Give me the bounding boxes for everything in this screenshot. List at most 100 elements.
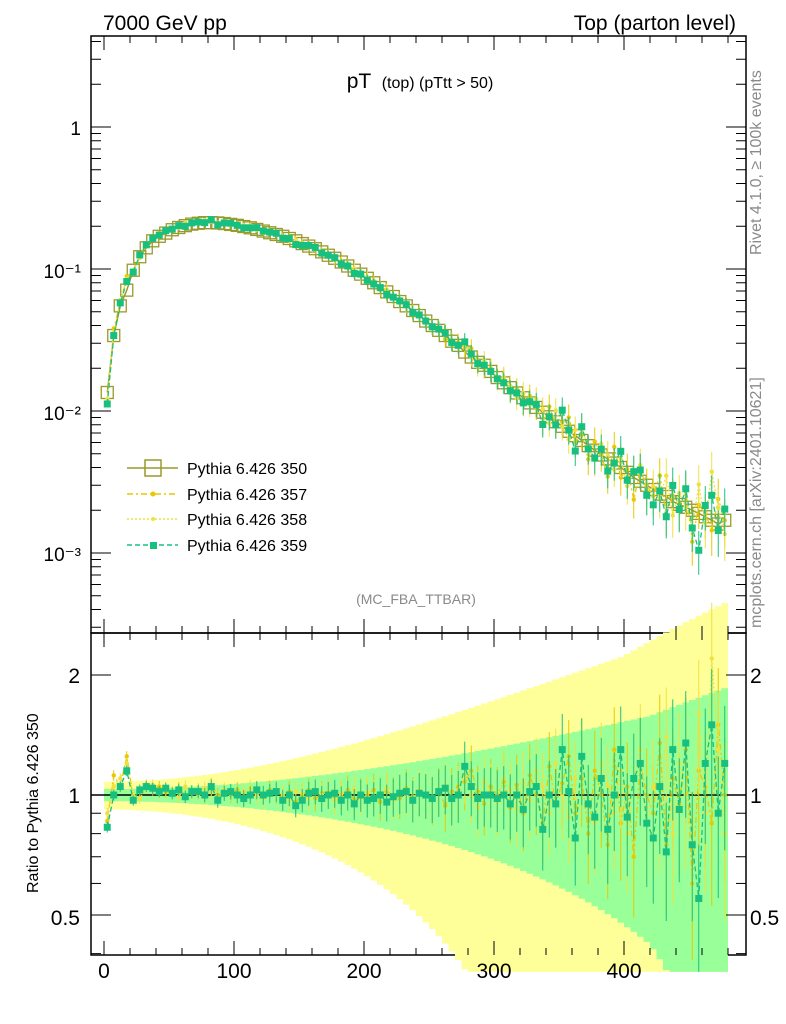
series-358-point <box>696 482 701 487</box>
series-359-point <box>149 234 157 242</box>
series-358-point <box>664 473 669 478</box>
ratio-tick-label-1: 1 <box>68 785 80 808</box>
series-359-ratio-point <box>363 796 371 804</box>
series-359-ratio-point <box>181 793 189 801</box>
series-359-point <box>220 219 228 227</box>
series-359-ratio-point <box>565 788 573 796</box>
series-358-ratio-point <box>664 734 669 739</box>
x-tick-label-100: 100 <box>216 960 251 983</box>
series-359-point <box>110 332 118 340</box>
plot-title-main: pT <box>347 70 372 93</box>
series-359-point <box>519 399 527 407</box>
series-359-ratio-point <box>188 788 196 796</box>
series-359-point <box>181 222 189 230</box>
series-359-ratio-point <box>201 791 209 799</box>
series-359-ratio-point <box>253 786 261 794</box>
series-359-point <box>604 467 612 475</box>
series-359-point <box>662 513 670 521</box>
series-359-ratio-point <box>714 809 722 817</box>
series-359-ratio-point <box>662 848 670 856</box>
series-359-ratio-point <box>584 800 592 808</box>
series-359-point <box>344 262 352 270</box>
data-series <box>100 216 732 972</box>
series-359-point <box>552 421 560 429</box>
legend-label-357: Pythia 6.426 357 <box>187 487 307 504</box>
series-359-ratio-point <box>292 802 300 810</box>
series-358-point <box>553 408 558 413</box>
series-359-ratio-point <box>649 834 657 842</box>
series-359-ratio-point <box>630 774 638 782</box>
ratio-tick-label-0.5: 0.5 <box>51 907 80 930</box>
series-359-ratio-point <box>428 794 436 802</box>
series-359-point <box>266 228 274 236</box>
x-tick-label-400: 400 <box>606 960 641 983</box>
series-359-point <box>480 361 488 369</box>
series-359-ratio-point <box>350 800 358 808</box>
series-358-point <box>540 407 545 412</box>
legend-label-359: Pythia 6.426 359 <box>187 538 307 555</box>
series-359-point <box>142 241 150 249</box>
series-359-point <box>155 231 163 239</box>
series-359-ratio-point <box>162 784 170 792</box>
series-359-ratio-point <box>571 834 579 842</box>
series-358-ratio-point <box>183 784 188 789</box>
series-358-point <box>651 484 656 489</box>
series-359-point <box>669 481 677 489</box>
series-359-point <box>253 224 261 232</box>
series-359-point <box>246 224 254 232</box>
series-358-ratio-point <box>670 831 675 836</box>
series-359-ratio-point <box>513 791 521 799</box>
series-359-point <box>708 491 716 499</box>
series-359-point <box>597 445 605 453</box>
series-359-ratio-point <box>123 767 131 775</box>
series-359-point <box>565 426 573 434</box>
series-359-ratio-point <box>480 791 488 799</box>
series-359-ratio-point <box>701 759 709 767</box>
series-357-point <box>618 475 623 480</box>
series-359-ratio-point <box>298 796 306 804</box>
series-359-ratio-point <box>389 793 397 801</box>
series-357-ratio-point <box>124 754 129 759</box>
series-359-ratio-point <box>402 788 410 796</box>
series-350-point <box>126 263 140 277</box>
series-357-ratio-point <box>709 820 714 826</box>
series-357-ratio-point <box>612 747 617 752</box>
series-358-ratio-point <box>293 789 298 794</box>
series-359-ratio-point <box>448 794 456 802</box>
series-359-ratio-point <box>532 783 540 791</box>
series-359-ratio-point <box>149 784 157 792</box>
x-tick-label-0: 0 <box>98 960 110 983</box>
series-359-point <box>675 506 683 514</box>
series-359-ratio-point <box>591 813 599 821</box>
series-359-point <box>539 420 547 428</box>
series-358-ratio-point <box>202 786 207 791</box>
series-359-point <box>649 501 657 509</box>
series-359-ratio-point <box>331 789 339 797</box>
series-359-ratio-point <box>623 813 631 821</box>
series-359-point <box>233 221 241 229</box>
series-357-point <box>592 439 597 444</box>
ratio-tick-label-1-right: 1 <box>750 785 762 808</box>
ratio-tick-label-2: 2 <box>68 665 80 688</box>
series-359-ratio-point <box>721 759 729 767</box>
series-359-point <box>474 360 482 368</box>
series-359-point <box>298 241 306 249</box>
x-tick-label-200: 200 <box>346 960 381 983</box>
legend-marker-357 <box>150 491 156 497</box>
series-359-ratio-point <box>142 783 150 791</box>
series-357-point <box>631 497 636 502</box>
series-358-ratio-point <box>716 747 721 752</box>
legend-entry-358: Pythia 6.426 358 <box>127 512 307 529</box>
series-359-ratio-point <box>129 796 137 804</box>
series-359-point <box>389 293 397 301</box>
series-358-ratio-point <box>176 794 181 799</box>
legend-entry-357: Pythia 6.426 357 <box>127 487 307 504</box>
series-359-point <box>324 251 332 259</box>
series-359-point <box>695 546 703 554</box>
series-359-ratio-point <box>103 823 111 831</box>
series-359-point <box>493 375 501 383</box>
series-359-point <box>201 219 209 227</box>
series-359-ratio-point <box>136 786 144 794</box>
series-359-point <box>682 485 690 493</box>
